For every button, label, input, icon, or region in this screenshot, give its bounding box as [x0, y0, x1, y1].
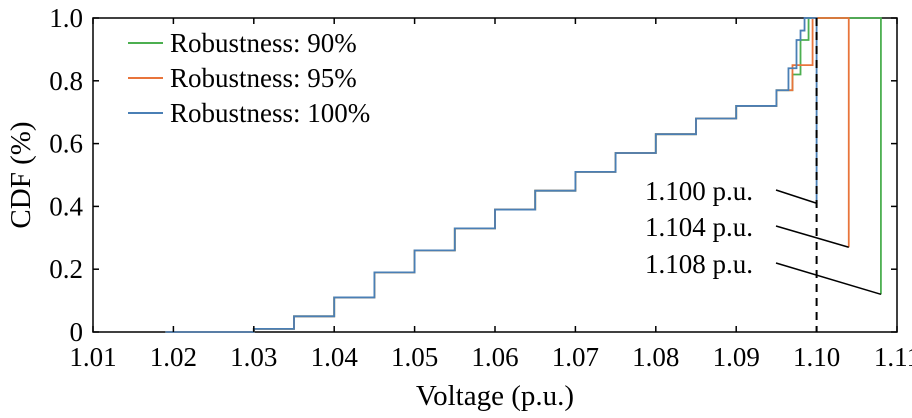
annotation-label-1: 1.104 p.u. [645, 212, 753, 242]
legend-label-0: Robustness: 90% [170, 28, 357, 58]
y-axis-label: CDF (%) [5, 121, 37, 228]
legend-label-1: Robustness: 95% [170, 63, 357, 93]
x-tick-label: 1.06 [471, 342, 518, 372]
annotation-leader-1 [775, 225, 849, 248]
y-tick-label: 1.0 [49, 3, 83, 33]
x-tick-label: 1.04 [311, 342, 359, 372]
x-tick-label: 1.09 [713, 342, 760, 372]
x-tick-label: 1.08 [632, 342, 679, 372]
x-tick-label: 1.01 [69, 342, 116, 372]
annotation-leader-2 [775, 262, 882, 296]
x-axis-label: Voltage (p.u.) [416, 380, 574, 412]
y-tick-label: 0.2 [49, 254, 83, 284]
series-line-2 [165, 17, 818, 333]
x-tick-label: 1.10 [793, 342, 840, 372]
x-tick-label: 1.03 [230, 342, 277, 372]
y-tick-label: 0.4 [49, 191, 83, 221]
x-tick-label: 1.07 [552, 342, 599, 372]
y-tick-label: 0.8 [49, 66, 83, 96]
annotation-leader-0 [775, 189, 817, 204]
x-tick-label: 1.02 [150, 342, 197, 372]
x-tick-label: 1.11 [874, 342, 912, 372]
x-tick-label: 1.05 [391, 342, 438, 372]
y-tick-label: 0.6 [49, 129, 83, 159]
y-tick-label: 0 [70, 317, 84, 347]
annotation-label-2: 1.108 p.u. [645, 249, 753, 279]
legend-label-2: Robustness: 100% [170, 98, 370, 128]
annotation-label-0: 1.100 p.u. [645, 176, 753, 206]
